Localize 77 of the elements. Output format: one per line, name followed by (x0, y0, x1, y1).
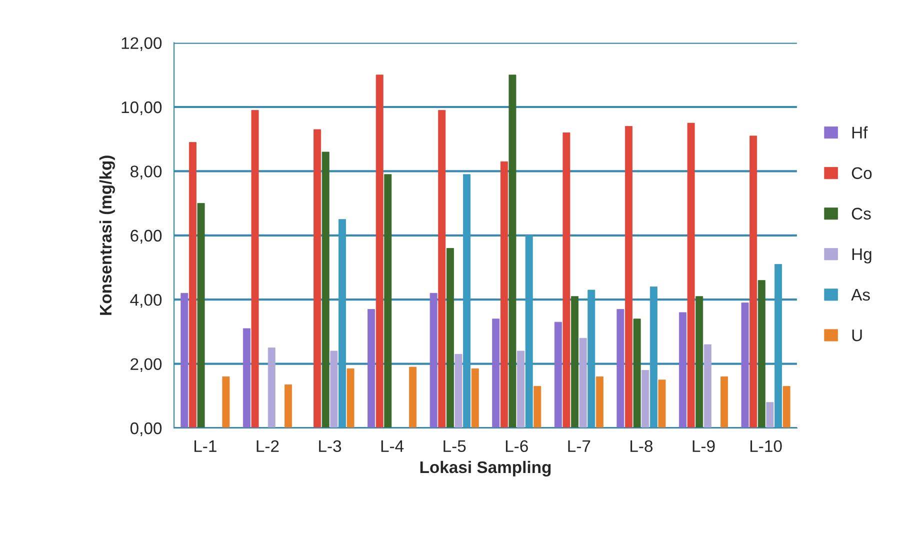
bar (454, 354, 462, 428)
legend-label: Hf (852, 126, 868, 138)
bar (658, 380, 666, 428)
bar (741, 302, 749, 428)
bar (197, 203, 205, 428)
bar (562, 132, 570, 428)
y-axis-title: Konsentrasi (mg/kg) (99, 156, 115, 315)
x-tick-label: L-1 (194, 440, 216, 452)
bar (571, 296, 578, 428)
legend-label: Co (852, 167, 872, 180)
legend-label: Cs (852, 208, 871, 220)
bar (758, 280, 766, 428)
bar (376, 74, 384, 428)
bar (346, 368, 354, 428)
bar (508, 74, 516, 428)
bar (500, 161, 508, 428)
bar (687, 122, 695, 428)
bar (579, 338, 587, 428)
bar (678, 312, 686, 428)
bar (284, 384, 292, 428)
bar (588, 290, 596, 428)
bar (188, 142, 196, 428)
bar (596, 376, 604, 428)
bar (766, 402, 774, 428)
y-tick-label: 2,00 (130, 358, 162, 372)
x-axis-title: Lokasi Sampling (420, 460, 551, 477)
bar (338, 219, 346, 428)
bar (625, 126, 632, 428)
bar (314, 129, 322, 428)
bar (525, 235, 533, 428)
bar (430, 292, 438, 428)
bar (782, 386, 790, 428)
bar (330, 350, 338, 428)
bar (534, 386, 542, 428)
bar (720, 376, 728, 428)
bar (554, 322, 562, 428)
bar (774, 264, 782, 428)
y-tick-label: 4,00 (130, 294, 162, 308)
x-tick-label: L-5 (444, 440, 466, 452)
y-tick-label: 12,00 (122, 37, 162, 51)
bar (268, 348, 276, 428)
y-tick-label: 0,00 (130, 422, 162, 436)
bar (492, 318, 500, 428)
bar (368, 309, 376, 428)
bar (650, 286, 658, 428)
x-tick-label: L-8 (630, 440, 653, 452)
bar (704, 344, 712, 428)
legend-label: U (852, 330, 862, 342)
bar (384, 174, 392, 428)
bar (409, 366, 417, 428)
x-tick-label: L-10 (750, 440, 782, 452)
x-tick-label: L-3 (319, 440, 342, 452)
bar (696, 296, 704, 428)
bar (471, 368, 479, 428)
bar (633, 318, 641, 428)
x-tick-label: L-4 (381, 440, 404, 452)
bar (322, 152, 330, 428)
legend-label: Hg (852, 248, 872, 264)
bar (251, 110, 259, 428)
legend-label: As (851, 289, 870, 301)
bar (242, 328, 250, 428)
bar (222, 376, 230, 428)
bar (616, 309, 624, 428)
y-tick-label: 6,00 (130, 230, 162, 244)
bar (642, 370, 650, 428)
x-tick-label: L-7 (568, 440, 590, 452)
y-tick-label: 10,00 (122, 101, 162, 116)
bar (463, 174, 471, 428)
bar (438, 110, 446, 428)
y-tick-label: 8,00 (130, 166, 162, 180)
bar (446, 248, 454, 428)
bar (180, 292, 188, 428)
x-tick-label: L-2 (256, 440, 279, 452)
bar (750, 136, 758, 428)
bar (517, 350, 525, 428)
x-tick-label: L-9 (692, 440, 715, 452)
x-tick-label: L-6 (506, 440, 528, 452)
